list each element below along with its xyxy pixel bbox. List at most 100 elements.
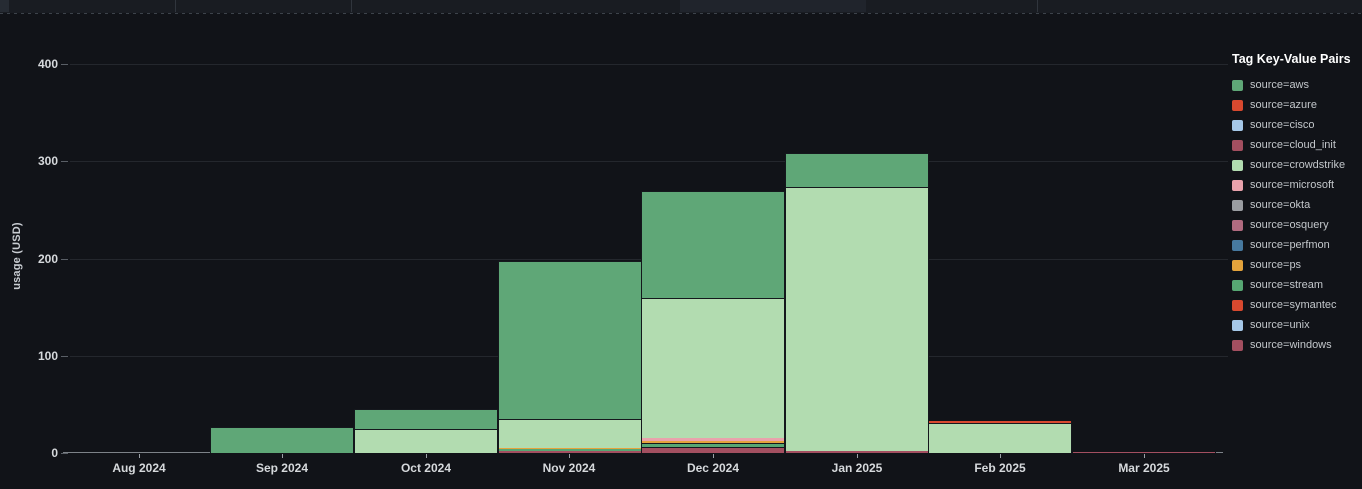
top-strip-divider bbox=[1037, 0, 1038, 12]
bar-segment-windows[interactable] bbox=[499, 450, 641, 453]
legend-items: source=aws source=azure source=cisco source… bbox=[1232, 75, 1360, 355]
x-tick-label: Dec 2024 bbox=[686, 461, 740, 475]
x-tick-mark bbox=[857, 454, 858, 458]
bar-segment-okta[interactable] bbox=[642, 440, 784, 442]
top-strip-divider bbox=[351, 0, 352, 12]
bar-segment-stream[interactable] bbox=[642, 442, 784, 447]
legend-label: source=okta bbox=[1250, 199, 1311, 211]
legend-label: source=cisco bbox=[1250, 119, 1315, 131]
legend-label: source=windows bbox=[1250, 339, 1332, 351]
bar-feb-2025[interactable] bbox=[928, 421, 1072, 453]
y-tick-label: 0 bbox=[51, 446, 58, 460]
legend-item-stream[interactable]: source=stream bbox=[1232, 275, 1360, 295]
legend-label: source=symantec bbox=[1250, 299, 1337, 311]
x-tick-mark bbox=[426, 454, 427, 458]
legend-swatch-crowdstrike bbox=[1232, 159, 1243, 171]
x-tick-mark bbox=[282, 454, 283, 458]
legend-label: source=microsoft bbox=[1250, 179, 1335, 191]
y-tick-mark bbox=[61, 259, 68, 260]
bar-segment-ps[interactable] bbox=[499, 447, 641, 450]
x-tick-label: Jan 2025 bbox=[831, 461, 883, 475]
bar-sep-2024[interactable] bbox=[210, 427, 354, 453]
bar-segment-ps[interactable] bbox=[642, 441, 784, 443]
chart-legend: Tag Key-Value Pairs source=aws source=azu… bbox=[1232, 52, 1360, 355]
y-tick-label: 100 bbox=[37, 349, 58, 363]
bar-oct-2024[interactable] bbox=[354, 409, 498, 453]
x-tick-mark bbox=[569, 454, 570, 458]
legend-label: source=azure bbox=[1250, 99, 1317, 111]
y-tick-mark bbox=[61, 64, 68, 65]
legend-swatch-windows bbox=[1232, 339, 1243, 351]
bar-segment-crowdstrike[interactable] bbox=[786, 187, 928, 451]
bar-dec-2024[interactable] bbox=[641, 191, 785, 453]
bar-nov-2024[interactable] bbox=[498, 261, 642, 453]
panel-drop-edge-dashed bbox=[0, 13, 1362, 14]
legend-swatch-microsoft bbox=[1232, 179, 1243, 191]
legend-label: source=perfmon bbox=[1250, 239, 1330, 251]
bar-segment-aws[interactable] bbox=[499, 261, 641, 419]
legend-item-crowdstrike[interactable]: source=crowdstrike bbox=[1232, 155, 1360, 175]
legend-label: source=aws bbox=[1250, 79, 1310, 91]
legend-item-symantec[interactable]: source=symantec bbox=[1232, 295, 1360, 315]
legend-swatch-osquery bbox=[1232, 219, 1243, 231]
legend-label: source=ps bbox=[1250, 259, 1302, 271]
legend-swatch-cloud_init bbox=[1232, 139, 1243, 151]
legend-title: Tag Key-Value Pairs bbox=[1232, 52, 1351, 66]
y-tick-label: 200 bbox=[37, 252, 58, 266]
bar-segment-crowdstrike[interactable] bbox=[929, 422, 1071, 453]
legend-item-cloud_init[interactable]: source=cloud_init bbox=[1232, 135, 1360, 155]
bar-segment-crowdstrike[interactable] bbox=[499, 418, 641, 448]
bar-segment-microsoft[interactable] bbox=[642, 438, 784, 441]
bar-segment-crowdstrike[interactable] bbox=[642, 298, 784, 439]
legend-label: source=crowdstrike bbox=[1250, 159, 1346, 171]
top-strip-divider bbox=[175, 0, 176, 12]
y-tick-label: 400 bbox=[37, 57, 58, 71]
legend-item-cisco[interactable]: source=cisco bbox=[1232, 115, 1360, 135]
bar-jan-2025[interactable] bbox=[785, 153, 929, 453]
legend-item-osquery[interactable]: source=osquery bbox=[1232, 215, 1360, 235]
legend-swatch-aws bbox=[1232, 79, 1243, 91]
legend-item-microsoft[interactable]: source=microsoft bbox=[1232, 175, 1360, 195]
x-tick-label: Oct 2024 bbox=[400, 461, 452, 475]
bar-segment-crowdstrike[interactable] bbox=[355, 428, 497, 453]
bar-segment-aws[interactable] bbox=[355, 409, 497, 429]
x-tick-label: Nov 2024 bbox=[542, 461, 596, 475]
bar-mar-2025[interactable] bbox=[1072, 452, 1216, 453]
x-tick-mark bbox=[1144, 454, 1145, 458]
legend-item-okta[interactable]: source=okta bbox=[1232, 195, 1360, 215]
legend-item-ps[interactable]: source=ps bbox=[1232, 255, 1360, 275]
bar-segment-aws[interactable] bbox=[211, 427, 353, 453]
y-tick-mark bbox=[61, 356, 68, 357]
x-tick-mark bbox=[1000, 454, 1001, 458]
legend-item-azure[interactable]: source=azure bbox=[1232, 95, 1360, 115]
legend-label: source=cloud_init bbox=[1250, 139, 1336, 151]
cropped-top-panel-edge bbox=[0, 0, 1362, 13]
bar-segment-stream[interactable] bbox=[499, 449, 641, 451]
legend-item-unix[interactable]: source=unix bbox=[1232, 315, 1360, 335]
legend-swatch-symantec bbox=[1232, 299, 1243, 311]
legend-swatch-unix bbox=[1232, 319, 1243, 331]
bar-segment-windows[interactable] bbox=[1073, 452, 1215, 453]
legend-label: source=unix bbox=[1250, 319, 1310, 331]
gridline-y400 bbox=[70, 64, 1228, 65]
legend-label: source=osquery bbox=[1250, 219, 1329, 231]
legend-item-aws[interactable]: source=aws bbox=[1232, 75, 1360, 95]
bar-segment-windows[interactable] bbox=[786, 450, 928, 453]
legend-swatch-ps bbox=[1232, 259, 1243, 271]
x-tick-label: Feb 2025 bbox=[974, 461, 1026, 475]
y-tick-mark bbox=[61, 161, 68, 162]
x-tick-label: Mar 2025 bbox=[1118, 461, 1170, 475]
bar-segment-aws[interactable] bbox=[786, 153, 928, 188]
legend-label: source=stream bbox=[1250, 279, 1324, 291]
legend-item-windows[interactable]: source=windows bbox=[1232, 335, 1360, 355]
bar-segment-azure[interactable] bbox=[929, 421, 1071, 423]
y-tick-mark bbox=[61, 453, 68, 454]
top-strip-fragment bbox=[680, 0, 866, 12]
legend-item-perfmon[interactable]: source=perfmon bbox=[1232, 235, 1360, 255]
x-tick-mark bbox=[713, 454, 714, 458]
gridline-y300 bbox=[70, 161, 1228, 162]
bar-segment-windows[interactable] bbox=[642, 447, 784, 453]
legend-swatch-azure bbox=[1232, 99, 1243, 111]
bar-segment-aws[interactable] bbox=[642, 191, 784, 299]
legend-swatch-stream bbox=[1232, 279, 1243, 291]
